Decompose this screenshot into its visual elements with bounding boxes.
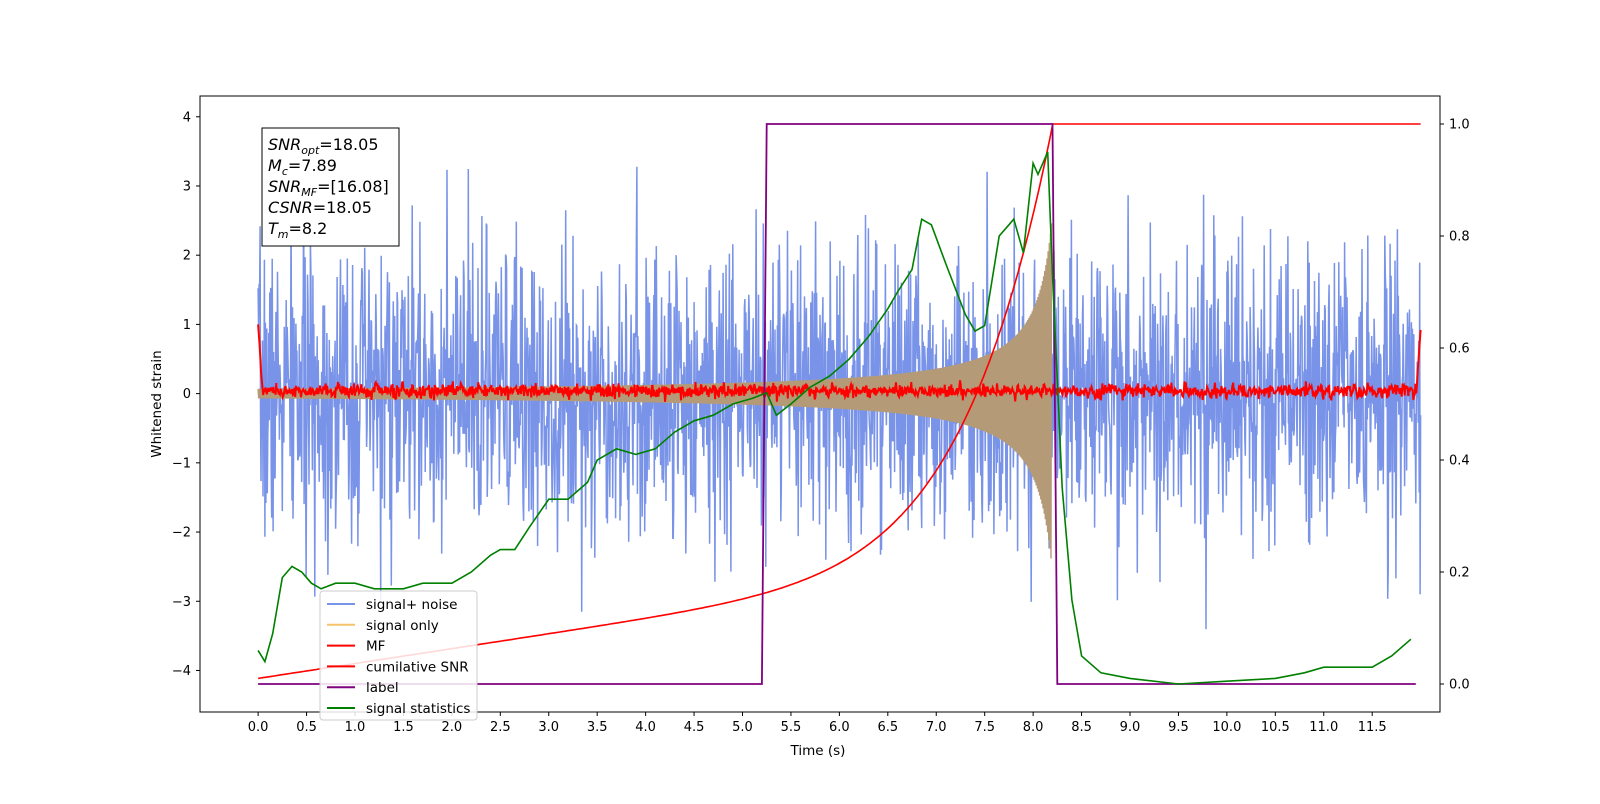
legend-entry-label: label [366, 680, 399, 696]
x-tick-label: 2.0 [442, 720, 463, 735]
y-tick-label: −2 [172, 526, 191, 541]
legend-entry-signal-statistics: signal statistics [366, 701, 470, 717]
x-tick-label: 6.5 [877, 720, 898, 735]
series-label [258, 123, 1416, 685]
y-right-tick-label: 0.0 [1449, 678, 1470, 693]
x-tick-label: 8.0 [1023, 720, 1044, 735]
legend-entry-mf: MF [366, 639, 385, 655]
info-csnr: CSNR=18.05 [268, 198, 372, 217]
y-right-tick-label: 0.2 [1449, 566, 1470, 581]
x-tick-label: 2.5 [490, 720, 511, 735]
y-right-tick-label: 0.6 [1449, 342, 1470, 357]
info-box-frame [261, 127, 400, 247]
x-tick-label: 0.5 [296, 720, 317, 735]
x-tick-label: 1.5 [393, 720, 414, 735]
legend-entry-cumulative-snr: cumilative SNR [366, 659, 469, 675]
y-right-tick-label: 0.4 [1449, 454, 1470, 469]
y-tick-label: 1 [183, 318, 191, 333]
x-tick-label: 11.0 [1309, 720, 1338, 735]
y-right-tick-label: 1.0 [1449, 118, 1470, 133]
y-tick-label: 3 [183, 179, 191, 194]
y-tick-label: 0 [183, 387, 191, 402]
x-tick-label: 7.5 [974, 720, 995, 735]
x-tick-label: 0.0 [248, 720, 269, 735]
x-tick-label: 6.0 [829, 720, 850, 735]
plot-area-frame [199, 95, 1441, 713]
x-axis-title: Time (s) [790, 743, 846, 759]
series-signal-plus-noise [257, 166, 1422, 630]
chart-legend: signal+ noise signal only MF cumilative SNR… [319, 590, 478, 721]
x-tick-label: 4.0 [635, 720, 656, 735]
legend-frame [319, 590, 478, 721]
x-tick-label: 9.5 [1168, 720, 1189, 735]
info-mc: Mc=7.89 [268, 156, 337, 178]
y-tick-label: −1 [172, 456, 191, 471]
x-tick-label: 7.0 [926, 720, 947, 735]
x-tick-label: 8.5 [1071, 720, 1092, 735]
x-tick-label: 10.0 [1212, 720, 1241, 735]
y-axis-left: 4 3 2 1 0 −1 −2 −3 −4 [172, 110, 200, 679]
info-snr-mf: SNRMF=[16.08] [268, 177, 389, 199]
y-axis-title: Whitened strain [149, 350, 165, 457]
x-tick-label: 3.0 [538, 720, 559, 735]
x-tick-label: 3.5 [587, 720, 608, 735]
x-axis: 0.0 0.5 1.0 1.5 2.0 2.5 3.0 3.5 4.0 4.5 5.0 5.5 6.0 6… [248, 712, 1387, 735]
y-tick-label: 2 [183, 249, 191, 264]
legend-entry-signal-only: signal only [366, 618, 439, 634]
x-tick-label: 5.5 [781, 720, 802, 735]
x-tick-label: 11.5 [1358, 720, 1387, 735]
legend-entry-signal-plus-noise: signal+ noise [366, 597, 457, 613]
series-signal-statistics [257, 151, 1412, 685]
y-tick-label: −4 [172, 664, 191, 679]
y-tick-label: −3 [172, 595, 191, 610]
y-right-tick-label: 0.8 [1449, 230, 1470, 245]
x-tick-label: 9.0 [1120, 720, 1141, 735]
series-mf [257, 324, 1422, 402]
y-tick-label: 4 [183, 110, 191, 125]
x-tick-label: 4.5 [684, 720, 705, 735]
y-axis-right: 1.0 0.8 0.6 0.4 0.2 0.0 [1440, 118, 1470, 693]
info-box: SNRopt=18.05 Mc=7.89 SNRMF=[16.08] CSNR=… [261, 127, 400, 247]
info-tm: Tm=8.2 [268, 219, 327, 241]
x-tick-label: 1.0 [345, 720, 366, 735]
x-tick-label: 5.0 [732, 720, 753, 735]
x-tick-label: 10.5 [1261, 720, 1290, 735]
info-snr-opt: SNRopt=18.05 [268, 135, 379, 157]
